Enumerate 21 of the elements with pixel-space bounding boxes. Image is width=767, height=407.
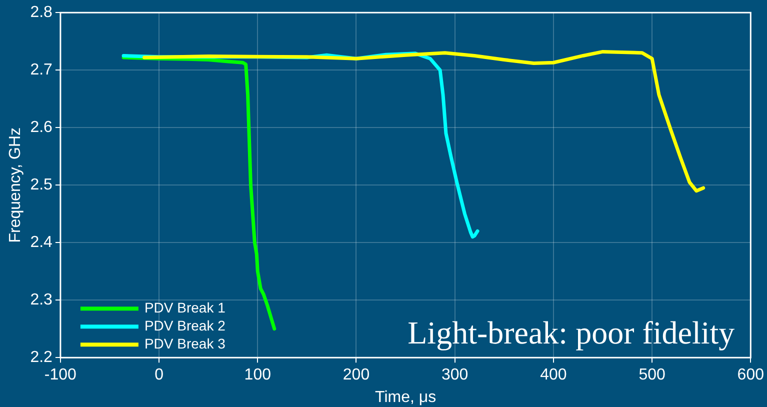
x-tick-label: 600: [737, 366, 764, 384]
y-axis-title: Frequency, GHz: [7, 127, 24, 243]
x-tick-label: 0: [154, 366, 164, 384]
annotation: Light-break: poor fidelity: [408, 314, 735, 351]
x-tick-label: -100: [44, 366, 77, 384]
y-tick-label: 2.7: [30, 62, 53, 79]
x-tick-label: 200: [342, 366, 370, 384]
legend-label: PDV Break 2: [144, 317, 226, 334]
y-tick-label: 2.3: [30, 292, 53, 309]
y-tick-label: 2.4: [30, 234, 53, 252]
x-tick-label: 500: [638, 366, 666, 384]
y-tick-label: 2.6: [30, 119, 53, 136]
y-tick-label: 2.2: [30, 349, 53, 366]
legend-label: PDV Break 1: [144, 299, 226, 316]
x-tick-label: 100: [244, 366, 272, 384]
y-tick-label: 2.8: [30, 4, 53, 22]
legend-label: PDV Break 3: [144, 335, 226, 352]
y-tick-label: 2.5: [30, 176, 53, 194]
x-tick-label: 400: [540, 366, 567, 384]
x-tick-label: 300: [441, 366, 468, 384]
x-axis-title: Time, μs: [375, 388, 436, 406]
